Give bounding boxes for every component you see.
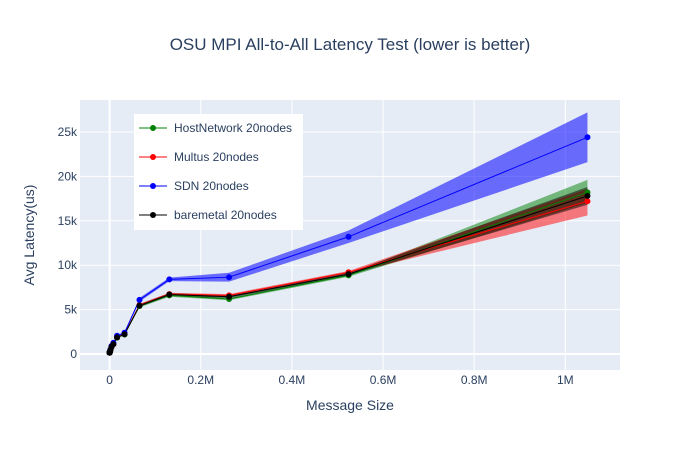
data-point xyxy=(584,198,591,205)
x-axis-title: Message Size xyxy=(306,397,394,413)
data-point xyxy=(584,192,591,199)
legend-marker xyxy=(150,212,156,218)
data-point xyxy=(166,291,173,298)
legend-marker xyxy=(150,183,156,189)
data-point xyxy=(136,296,143,303)
data-point xyxy=(166,276,173,283)
y-tick-label: 20k xyxy=(58,169,78,183)
data-point xyxy=(226,293,233,300)
x-tick-label: 0.6M xyxy=(370,373,397,387)
data-point xyxy=(584,134,591,141)
legend-item-2[interactable]: SDN 20nodes xyxy=(139,179,249,193)
data-point xyxy=(110,341,117,348)
legend-item-1[interactable]: Multus 20nodes xyxy=(139,150,259,164)
x-tick-label: 0.4M xyxy=(279,373,306,387)
y-tick-label: 5k xyxy=(64,303,78,317)
legend-item-3[interactable]: baremetal 20nodes xyxy=(139,208,277,222)
legend-label: SDN 20nodes xyxy=(174,179,249,193)
data-point xyxy=(345,271,352,278)
error-bands xyxy=(109,112,588,353)
y-tick-labels: 0 5k 10k 15k 20k 25k xyxy=(58,125,78,361)
error-band-2 xyxy=(109,112,588,353)
data-point xyxy=(136,302,143,309)
data-point xyxy=(121,331,128,338)
x-tick-labels: 0 0.2M 0.4M 0.6M 0.8M 1M xyxy=(106,373,573,387)
legend-label: baremetal 20nodes xyxy=(174,208,277,222)
data-point xyxy=(345,233,352,240)
legend-item-0[interactable]: HostNetwork 20nodes xyxy=(139,121,292,135)
data-point xyxy=(114,334,121,341)
series-points xyxy=(106,134,591,356)
legend-box xyxy=(134,114,303,230)
legend-marker xyxy=(150,154,156,160)
legend-label: HostNetwork 20nodes xyxy=(174,121,292,135)
legend[interactable]: HostNetwork 20nodes Multus 20nodes SDN 20n… xyxy=(134,114,303,230)
chart-title: OSU MPI All-to-All Latency Test (lower i… xyxy=(170,35,531,54)
y-tick-label: 15k xyxy=(58,214,78,228)
y-tick-label: 10k xyxy=(58,258,78,272)
y-tick-label: 0 xyxy=(70,347,77,361)
data-point xyxy=(226,274,233,281)
y-axis-title: Avg Latency(us) xyxy=(21,185,37,286)
x-tick-label: 1M xyxy=(557,373,574,387)
x-tick-label: 0.2M xyxy=(187,373,214,387)
x-tick-label: 0 xyxy=(106,373,113,387)
legend-label: Multus 20nodes xyxy=(174,150,259,164)
x-tick-label: 0.8M xyxy=(461,373,488,387)
y-tick-label: 25k xyxy=(58,125,78,139)
legend-marker xyxy=(150,125,156,131)
